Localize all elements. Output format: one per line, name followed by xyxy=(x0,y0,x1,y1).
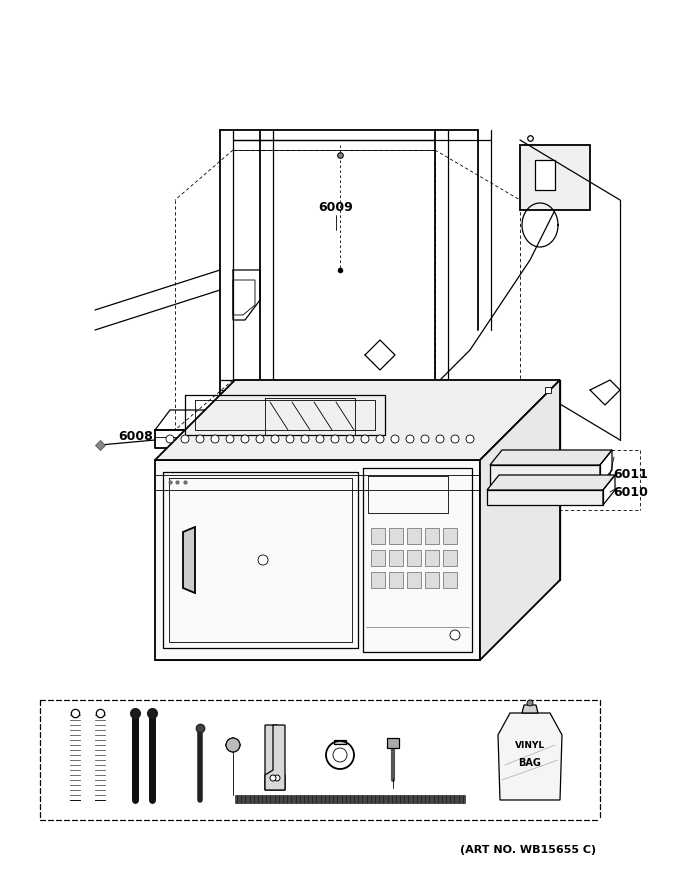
Polygon shape xyxy=(490,450,612,465)
Polygon shape xyxy=(155,460,480,660)
Circle shape xyxy=(331,435,339,443)
Circle shape xyxy=(211,435,219,443)
Text: 6011: 6011 xyxy=(613,468,648,481)
Circle shape xyxy=(450,630,460,640)
Circle shape xyxy=(376,435,384,443)
Text: VINYL: VINYL xyxy=(515,740,545,750)
Text: 6010: 6010 xyxy=(613,486,648,498)
Circle shape xyxy=(271,435,279,443)
Bar xyxy=(425,528,439,544)
Circle shape xyxy=(181,435,189,443)
Text: 6008: 6008 xyxy=(118,430,153,444)
Polygon shape xyxy=(265,725,285,790)
Bar xyxy=(407,572,421,588)
Polygon shape xyxy=(498,713,562,800)
Polygon shape xyxy=(265,725,285,790)
Circle shape xyxy=(256,435,264,443)
Circle shape xyxy=(258,555,268,565)
Circle shape xyxy=(562,167,578,183)
Bar xyxy=(235,795,465,803)
Polygon shape xyxy=(480,380,560,660)
Bar xyxy=(389,572,403,588)
Circle shape xyxy=(346,435,354,443)
Circle shape xyxy=(226,435,234,443)
Circle shape xyxy=(226,738,240,752)
Bar xyxy=(371,550,385,566)
Circle shape xyxy=(241,435,249,443)
Polygon shape xyxy=(487,475,615,490)
Polygon shape xyxy=(334,740,346,744)
Bar xyxy=(443,572,457,588)
Polygon shape xyxy=(520,145,590,210)
Bar xyxy=(407,550,421,566)
Bar xyxy=(425,550,439,566)
Circle shape xyxy=(270,775,276,781)
Bar xyxy=(407,528,421,544)
Circle shape xyxy=(274,775,280,781)
Bar xyxy=(425,572,439,588)
Circle shape xyxy=(301,435,309,443)
Text: (ART NO. WB15655 C): (ART NO. WB15655 C) xyxy=(460,845,596,855)
Polygon shape xyxy=(490,465,600,485)
Polygon shape xyxy=(522,705,538,713)
Text: BAG: BAG xyxy=(519,758,541,768)
Polygon shape xyxy=(535,160,555,190)
Bar xyxy=(371,572,385,588)
Circle shape xyxy=(466,435,474,443)
Circle shape xyxy=(361,435,369,443)
Circle shape xyxy=(316,435,324,443)
Polygon shape xyxy=(487,490,603,505)
Text: 6009: 6009 xyxy=(319,201,354,214)
Circle shape xyxy=(196,435,204,443)
Circle shape xyxy=(421,435,429,443)
Circle shape xyxy=(451,435,459,443)
Bar xyxy=(389,550,403,566)
Bar xyxy=(389,528,403,544)
Polygon shape xyxy=(183,527,195,593)
Polygon shape xyxy=(155,380,560,460)
Bar xyxy=(443,550,457,566)
Circle shape xyxy=(436,435,444,443)
Circle shape xyxy=(286,435,294,443)
Circle shape xyxy=(406,435,414,443)
Circle shape xyxy=(527,700,533,706)
Circle shape xyxy=(531,453,539,461)
Circle shape xyxy=(391,435,399,443)
Circle shape xyxy=(166,435,174,443)
Bar xyxy=(387,738,399,748)
Bar xyxy=(443,528,457,544)
Bar xyxy=(371,528,385,544)
